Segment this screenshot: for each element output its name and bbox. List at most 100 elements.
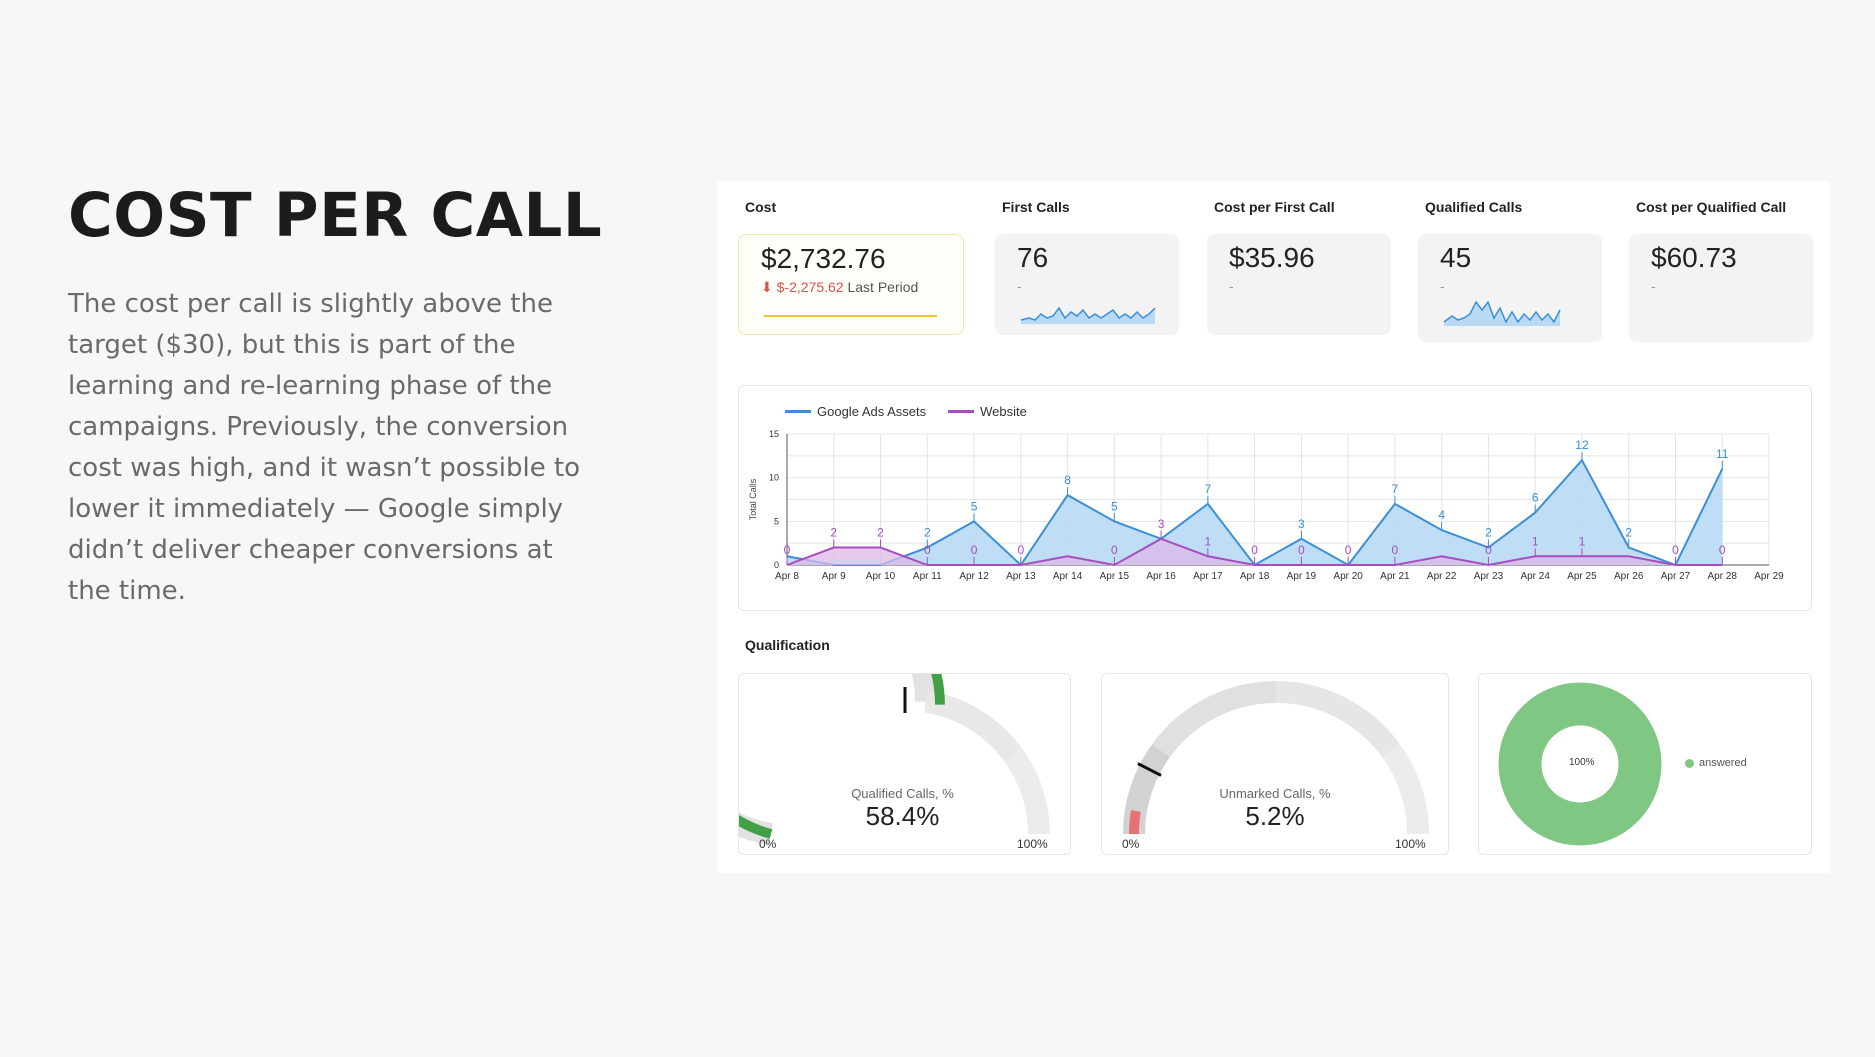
x-tick-label: Apr 28: [1708, 571, 1738, 582]
calls-chart-panel: Google Ads Assets Website 0 5 10 15 Apr 8 Apr…: [738, 385, 1812, 611]
kpi-sub-cost-per-qualified-call: -: [1651, 278, 1656, 294]
data-label: 0: [1672, 543, 1679, 557]
gauge-target-marker: [1137, 762, 1162, 777]
gauge-unmarked-calls: [1123, 681, 1429, 835]
gauge-value-qualified: 58.4%: [865, 801, 940, 831]
data-label: 3: [1158, 517, 1165, 531]
gauge-min-unmarked: 0%: [1122, 837, 1140, 851]
legend-label-website: Website: [980, 404, 1027, 419]
gauge-band-3: [1381, 744, 1429, 835]
kpi-card-qualified-calls[interactable]: 45 -: [1418, 234, 1602, 342]
y-axis-label: Total Calls: [748, 478, 758, 520]
data-label: 0: [1251, 543, 1258, 557]
donut-chart: [1498, 682, 1662, 846]
data-label: 0: [971, 543, 978, 557]
gauge-max-qualified: 100%: [1017, 837, 1048, 851]
x-tick-label: Apr 29: [1754, 571, 1784, 582]
x-tick-label: Apr 20: [1333, 571, 1363, 582]
data-label: 0: [1017, 543, 1024, 557]
data-label: 0: [1111, 543, 1118, 557]
data-label: 6: [1532, 491, 1539, 505]
data-label: 7: [1205, 482, 1212, 496]
series-area-1: [787, 538, 1723, 565]
x-tick-label: Apr 25: [1567, 571, 1597, 582]
kpi-title-cost: Cost: [745, 199, 777, 215]
sparkline-first-calls: [1020, 306, 1156, 324]
sparkline-qualified-calls: [1443, 300, 1561, 326]
gauge-value-arc: [1129, 810, 1141, 835]
data-label: 0: [1719, 543, 1726, 557]
x-tick-label: Apr 27: [1661, 571, 1691, 582]
kpi-card-cost[interactable]: $2,732.76 ⬇ $-2,275.62 Last Period: [738, 234, 964, 335]
y-tick-label: 10: [769, 473, 779, 483]
kpi-title-cost-per-first-call: Cost per First Call: [1214, 199, 1335, 215]
legend-swatch-purple: [948, 410, 975, 413]
kpi-value-cost: $2,732.76: [761, 243, 886, 274]
legend-item-google-ads[interactable]: Google Ads Assets: [785, 404, 926, 419]
data-label: 0: [1298, 543, 1305, 557]
gauge-band-1: [923, 690, 1023, 762]
x-tick-label: Apr 11: [913, 571, 942, 582]
data-label: 7: [1392, 482, 1399, 496]
data-label: 1: [1205, 534, 1212, 548]
gauge-band-2: [1275, 681, 1400, 758]
data-label: 0: [1485, 543, 1492, 557]
x-tick-label: Apr 9: [822, 571, 846, 582]
kpi-title-first-calls: First Calls: [1002, 199, 1070, 215]
kpi-delta-label: Last Period: [847, 279, 919, 295]
kpi-title-qualified-calls: Qualified Calls: [1425, 199, 1523, 215]
slide-title: COST PER CALL: [68, 180, 603, 251]
y-tick-label: 15: [769, 429, 779, 439]
data-label: 2: [1485, 526, 1492, 540]
gauge-band-2: [1004, 748, 1050, 835]
x-tick-label: Apr 21: [1380, 571, 1410, 582]
kpi-value-cost-per-qualified-call: $60.73: [1651, 242, 1737, 273]
x-tick-label: Apr 12: [959, 571, 989, 582]
data-label: 5: [971, 499, 978, 513]
donut-legend-label: answered: [1699, 757, 1747, 769]
data-label: 2: [924, 526, 931, 540]
kpi-card-first-calls[interactable]: 76 -: [995, 234, 1179, 335]
x-tick-label: Apr 18: [1240, 571, 1270, 582]
qualification-title: Qualification: [745, 637, 830, 653]
donut-card-answered[interactable]: 100% answered: [1478, 673, 1812, 855]
x-tick-label: Apr 24: [1520, 571, 1550, 582]
legend-dot-icon: [1685, 758, 1694, 768]
legend-item-website[interactable]: Website: [948, 404, 1027, 419]
data-label: 2: [830, 526, 837, 540]
kpi-sub-cost-per-first-call: -: [1229, 278, 1234, 294]
kpi-card-cost-per-first-call[interactable]: $35.96 -: [1207, 234, 1391, 335]
kpi-value-first-calls: 76: [1017, 242, 1049, 273]
kpi-title-cost-per-qualified-call: Cost per Qualified Call: [1636, 199, 1787, 215]
kpi-delta: ⬇ $-2,275.62 Last Period: [761, 279, 918, 296]
x-tick-label: Apr 14: [1053, 571, 1083, 582]
gauge-card-qualified[interactable]: Qualified Calls, % 58.4% 0% 100%: [738, 673, 1071, 855]
data-label: 2: [1625, 526, 1632, 540]
data-label: 3: [1298, 517, 1305, 531]
kpi-sub-qualified-calls: -: [1440, 278, 1445, 294]
gauge-label-qualified: Qualified Calls, %: [851, 786, 954, 801]
kpi-value-cost-per-first-call: $35.96: [1229, 242, 1315, 273]
data-label: 0: [1392, 543, 1399, 557]
data-label: 5: [1111, 499, 1118, 513]
x-tick-label: Apr 17: [1193, 571, 1223, 582]
gauge-band-1: [1152, 681, 1277, 758]
kpi-sub-first-calls: -: [1017, 278, 1022, 294]
x-tick-label: Apr 26: [1614, 571, 1644, 582]
data-label: 11: [1716, 447, 1729, 461]
y-tick-label: 5: [774, 516, 779, 526]
x-tick-label: Apr 10: [866, 571, 896, 582]
y-tick-label: 0: [774, 560, 779, 570]
x-tick-label: Apr 23: [1474, 571, 1504, 582]
kpi-value-qualified-calls: 45: [1440, 242, 1472, 273]
data-label: 0: [784, 543, 791, 557]
series-area-0: [787, 460, 1723, 565]
kpi-card-cost-per-qualified-call[interactable]: $60.73 -: [1629, 234, 1813, 342]
slide-body-text: The cost per call is slightly above the …: [68, 289, 581, 606]
data-label: 0: [1345, 543, 1352, 557]
gauge-label-unmarked: Unmarked Calls, %: [1219, 786, 1331, 801]
x-tick-label: Apr 19: [1287, 571, 1317, 582]
data-label: 4: [1438, 508, 1445, 522]
gauge-card-unmarked[interactable]: Unmarked Calls, % 5.2% 0% 100%: [1101, 673, 1449, 855]
legend-swatch-blue: [785, 410, 811, 413]
